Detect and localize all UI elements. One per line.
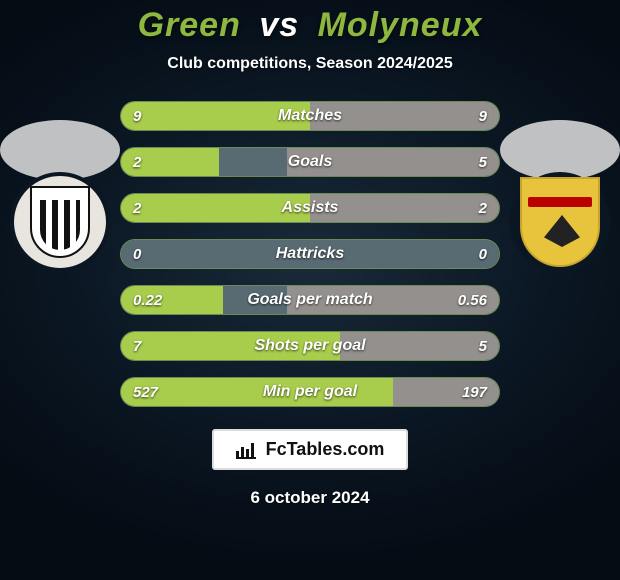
stat-bar: Goals per match0.220.56 <box>120 285 500 315</box>
bar-fill-right <box>310 194 499 222</box>
title-vs: vs <box>259 6 299 44</box>
bar-fill-right <box>287 286 499 314</box>
date-label: 6 october 2024 <box>250 488 369 508</box>
club-crest-right <box>510 172 610 272</box>
stat-bar: Min per goal527197 <box>120 377 500 407</box>
bar-fill-right <box>393 378 499 406</box>
club-crest-left <box>10 172 110 272</box>
bar-fill-left <box>121 332 340 360</box>
bar-fill-left <box>121 286 223 314</box>
stat-bar: Goals25 <box>120 147 500 177</box>
stat-bar: Matches99 <box>120 101 500 131</box>
brand-box[interactable]: FcTables.com <box>212 429 409 470</box>
crest-left-shield-icon <box>30 186 90 258</box>
subtitle: Club competitions, Season 2024/2025 <box>167 55 452 73</box>
bar-fill-left <box>121 102 310 130</box>
brand-text: FcTables.com <box>266 439 385 460</box>
bar-fill-right <box>340 332 499 360</box>
avatar-right <box>500 120 620 180</box>
bar-fill-mid <box>121 240 499 268</box>
avatar-left <box>0 120 120 180</box>
title-player2: Molyneux <box>318 6 483 44</box>
page-title: Green vs Molyneux <box>138 6 483 45</box>
bar-fill-mid <box>219 148 287 176</box>
brand-chart-icon <box>236 441 258 459</box>
bar-fill-right <box>310 102 499 130</box>
crest-right-shield-icon <box>520 177 600 267</box>
bar-fill-mid <box>223 286 287 314</box>
stat-bar: Shots per goal75 <box>120 331 500 361</box>
stat-bar: Hattricks00 <box>120 239 500 269</box>
container: Green vs Molyneux Club competitions, Sea… <box>0 0 620 580</box>
stat-bar: Assists22 <box>120 193 500 223</box>
bar-fill-left <box>121 378 393 406</box>
bar-fill-right <box>287 148 499 176</box>
stats-bars: Matches99 Goals25 Assists22 Hattricks00 Goal… <box>120 101 500 407</box>
title-player1: Green <box>138 6 241 44</box>
bar-fill-left <box>121 148 219 176</box>
bar-fill-left <box>121 194 310 222</box>
